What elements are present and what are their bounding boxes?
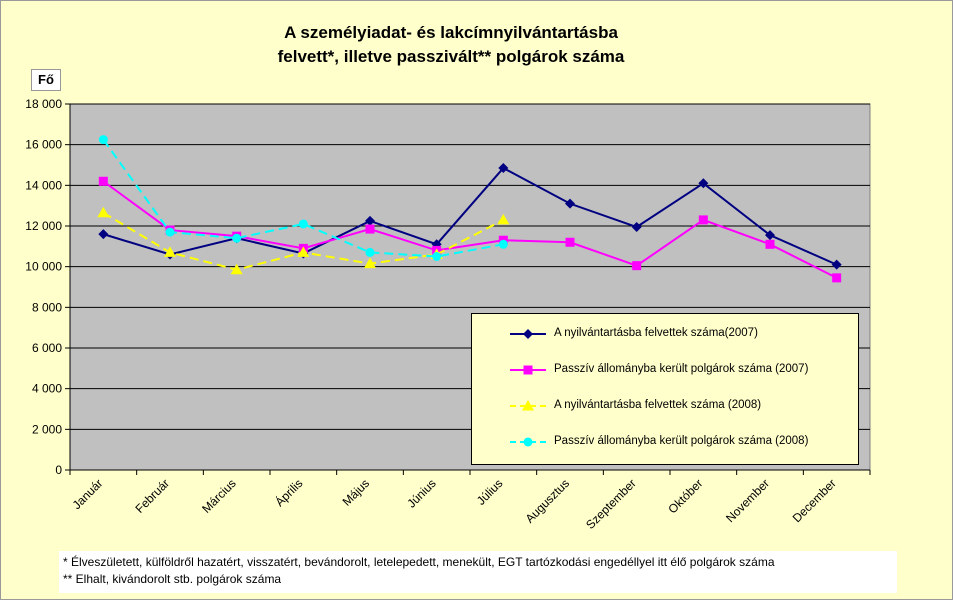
legend-marker xyxy=(523,329,533,339)
x-tick-label: Július xyxy=(474,476,506,508)
data-point xyxy=(365,215,375,226)
legend-swatch xyxy=(510,437,546,447)
data-point xyxy=(230,263,243,275)
chart-legend: A nyilvántartásba felvettek száma(2007) P… xyxy=(471,313,859,465)
y-tick-label: 8 000 xyxy=(32,300,62,314)
data-point xyxy=(98,176,108,186)
y-tick-label: 6 000 xyxy=(32,341,62,355)
data-point xyxy=(832,273,842,283)
y-tick-label: 12 000 xyxy=(25,219,62,233)
footnote-2: ** Elhalt, kivándorolt stb. polgárok szá… xyxy=(63,572,282,586)
data-point xyxy=(565,198,575,209)
x-tick-label: Augusztus xyxy=(523,476,573,526)
data-point xyxy=(498,239,508,249)
data-point xyxy=(165,227,175,237)
data-point xyxy=(97,206,110,218)
y-tick-label: 14 000 xyxy=(25,178,62,192)
y-axis-unit-label: Fő xyxy=(31,69,61,91)
x-tick-label: December xyxy=(790,476,839,525)
y-tick-label: 4 000 xyxy=(32,382,62,396)
x-tick-label: Június xyxy=(404,476,438,510)
x-tick-label: Március xyxy=(199,476,239,516)
data-point xyxy=(432,252,442,261)
legend-item: Passzív állományba került polgárok száma… xyxy=(472,432,858,452)
legend-label: Passzív állományba került polgárok száma… xyxy=(554,363,809,375)
x-tick-label: Április xyxy=(272,476,306,510)
data-point xyxy=(497,213,510,225)
legend-item: A nyilvántartásba felvettek száma(2007) xyxy=(472,324,858,344)
legend-label: Passzív állományba került polgárok száma… xyxy=(554,435,809,447)
x-tick-label: Január xyxy=(70,476,106,512)
footnote-1: * Élveszületett, külföldről hazatért, vi… xyxy=(63,555,775,569)
series-line-2 xyxy=(102,180,838,279)
data-point xyxy=(164,246,176,257)
data-point xyxy=(364,257,376,269)
y-tick-label: 18 000 xyxy=(25,97,62,111)
x-tick-label: Október xyxy=(665,476,705,516)
y-tick-label: 2 000 xyxy=(32,422,62,436)
data-point xyxy=(297,246,310,257)
legend-label: A nyilvántartásba felvettek száma(2007) xyxy=(554,327,758,339)
y-tick-label: 10 000 xyxy=(25,260,62,274)
legend-marker xyxy=(523,437,533,447)
data-point xyxy=(565,237,575,247)
y-tick-label: 0 xyxy=(55,463,62,477)
y-tick-label: 16 000 xyxy=(25,138,62,152)
legend-swatch xyxy=(510,329,546,339)
x-tick-label: Május xyxy=(340,476,373,509)
chart-title: A személyiadat- és lakcímnyilvántartásba… xyxy=(277,23,625,66)
data-point xyxy=(765,230,775,241)
legend-swatch xyxy=(510,400,546,411)
data-point xyxy=(831,259,842,270)
footnote-box: * Élveszületett, külföldről hazatért, vi… xyxy=(59,551,897,593)
legend-swatch xyxy=(510,365,546,375)
data-point xyxy=(698,178,709,189)
data-point xyxy=(631,222,642,233)
data-point xyxy=(698,215,708,225)
x-tick-label: Február xyxy=(133,476,173,516)
legend-marker xyxy=(523,365,533,375)
legend-marker xyxy=(522,400,534,411)
data-point xyxy=(632,261,642,271)
data-point xyxy=(232,233,242,243)
legend-item: A nyilvántartásba felvettek száma (2008) xyxy=(472,396,858,416)
legend-label: A nyilvántartásba felvettek száma (2008) xyxy=(554,399,762,411)
data-point xyxy=(298,219,308,229)
x-tick-label: November xyxy=(723,476,772,525)
x-tick-label: Szeptember xyxy=(583,476,639,532)
data-point xyxy=(765,239,775,249)
data-point xyxy=(98,135,108,145)
data-point xyxy=(498,163,509,174)
data-point xyxy=(365,247,375,257)
data-point xyxy=(98,229,109,240)
legend-item: Passzív állományba került polgárok száma… xyxy=(472,360,858,380)
series-line-1 xyxy=(103,166,838,266)
data-point xyxy=(365,224,375,234)
